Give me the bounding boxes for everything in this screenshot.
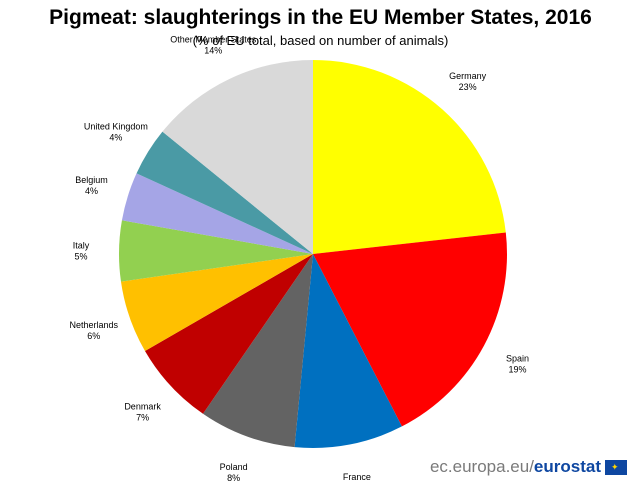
pie-slice-denmark bbox=[144, 254, 313, 414]
pie-slice-italy bbox=[118, 220, 313, 282]
source-footer: ec.europa.eu/eurostat bbox=[430, 457, 627, 477]
slice-label-poland: Poland 8% bbox=[220, 462, 248, 483]
pie-slice-belgium bbox=[121, 173, 313, 254]
pie-slice-netherlands bbox=[120, 254, 313, 351]
pie-slice-germany bbox=[313, 60, 506, 254]
eu-flag-icon bbox=[605, 459, 627, 475]
slice-label-germany: Germany 23% bbox=[449, 71, 487, 92]
pie-slice-united-kingdom bbox=[136, 131, 313, 254]
slice-label-other-member-states: Other Member States 14% bbox=[170, 35, 257, 56]
slice-label-spain: Spain 19% bbox=[506, 354, 529, 375]
slice-label-italy: Italy 5% bbox=[73, 240, 90, 261]
slice-label-belgium: Belgium 4% bbox=[75, 175, 108, 196]
pie-slice-spain bbox=[313, 232, 507, 427]
slice-label-denmark: Denmark 7% bbox=[124, 401, 161, 422]
slice-label-united-kingdom: United Kingdom 4% bbox=[84, 122, 148, 143]
slice-label-netherlands: Netherlands 6% bbox=[69, 320, 118, 341]
slice-label-france: France9% bbox=[343, 472, 371, 484]
pie-slice-france bbox=[294, 254, 402, 448]
chart-title: Pigmeat: slaughterings in the EU Member … bbox=[49, 6, 592, 29]
pie-slice-other-member-states bbox=[162, 60, 313, 254]
pie-slice-poland bbox=[202, 254, 313, 448]
footer-domain: ec.europa.eu/ bbox=[429, 457, 534, 476]
footer-brand: eurostat bbox=[533, 457, 601, 476]
chart-subtitle: (% of EU total, based on number of anima… bbox=[192, 33, 449, 48]
